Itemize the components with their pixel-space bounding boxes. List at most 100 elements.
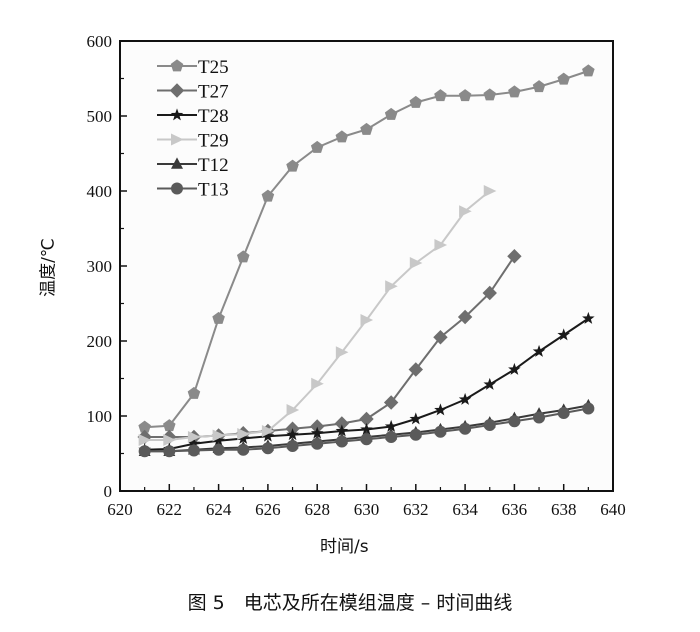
data-point xyxy=(236,431,250,444)
series-T29 xyxy=(138,185,497,446)
data-point xyxy=(508,415,521,428)
data-point xyxy=(434,425,447,438)
x-tick-label: 624 xyxy=(206,500,232,519)
y-tick-label: 400 xyxy=(87,182,113,201)
data-point xyxy=(457,309,473,325)
data-point xyxy=(335,424,349,437)
x-tick-label: 634 xyxy=(452,500,478,519)
y-axis-label: 温度/℃ xyxy=(38,238,59,297)
data-point xyxy=(187,386,201,399)
data-point xyxy=(383,395,399,410)
x-axis-label: 时间/s xyxy=(320,537,369,557)
data-point xyxy=(434,239,448,251)
data-point xyxy=(360,433,373,446)
legend-label: T25 xyxy=(198,57,229,78)
y-tick-label: 300 xyxy=(87,257,113,276)
data-point xyxy=(532,344,546,357)
data-point xyxy=(163,434,176,446)
data-point xyxy=(261,429,275,442)
x-tick-label: 640 xyxy=(600,500,626,519)
data-point xyxy=(582,402,595,415)
y-tick-label: 500 xyxy=(87,107,113,126)
data-point xyxy=(311,437,324,450)
data-point xyxy=(138,434,152,446)
data-point xyxy=(236,250,250,263)
data-point xyxy=(483,88,497,101)
x-tick-label: 626 xyxy=(255,500,281,519)
data-point xyxy=(533,411,546,424)
x-tick-label: 630 xyxy=(354,500,380,519)
legend-marker xyxy=(169,83,185,98)
data-point xyxy=(409,412,423,425)
data-point xyxy=(508,362,521,375)
legend-label: T12 xyxy=(198,155,229,176)
data-point xyxy=(310,426,324,439)
x-tick-label: 638 xyxy=(551,500,577,519)
x-tick-label: 636 xyxy=(502,500,528,519)
data-point xyxy=(261,442,274,455)
data-point xyxy=(286,159,299,172)
data-point xyxy=(483,419,496,431)
data-point xyxy=(384,419,398,432)
data-point xyxy=(335,130,349,143)
legend-marker xyxy=(170,59,184,72)
data-point xyxy=(138,420,151,433)
legend-label: T27 xyxy=(198,82,229,103)
data-point xyxy=(557,328,570,341)
data-point xyxy=(335,346,349,359)
data-point xyxy=(163,419,176,432)
data-point xyxy=(459,205,472,218)
legend-marker xyxy=(170,108,184,121)
data-point xyxy=(360,422,373,435)
data-point xyxy=(557,72,570,85)
data-point xyxy=(359,411,374,427)
data-point xyxy=(237,443,250,456)
data-point xyxy=(459,422,472,435)
data-point xyxy=(482,285,497,301)
series-T25 xyxy=(138,64,595,433)
data-point xyxy=(507,249,522,264)
data-point xyxy=(311,377,324,390)
data-point xyxy=(286,440,299,452)
data-point xyxy=(409,428,422,441)
data-point xyxy=(458,392,472,405)
data-point xyxy=(187,437,201,450)
legend-item: T12 xyxy=(157,155,229,176)
x-tick-label: 628 xyxy=(304,500,330,519)
data-point xyxy=(138,445,151,458)
x-tick-label: 632 xyxy=(403,500,429,519)
y-tick-label: 100 xyxy=(87,407,113,426)
legend-item: T27 xyxy=(157,82,229,103)
data-point xyxy=(237,428,250,440)
legend-marker xyxy=(171,133,184,146)
data-point xyxy=(163,445,176,458)
data-point xyxy=(212,311,225,324)
legend-item: T25 xyxy=(157,57,229,78)
data-point xyxy=(334,416,350,431)
data-point xyxy=(212,443,225,456)
data-point xyxy=(360,122,373,135)
data-point xyxy=(360,314,374,326)
x-tick-label: 622 xyxy=(157,500,183,519)
data-point xyxy=(310,419,325,434)
series-T13 xyxy=(138,402,595,458)
figure-caption: 图 5 电芯及所在模组温度 – 时间曲线 xyxy=(187,592,513,614)
data-point xyxy=(483,185,497,197)
data-point xyxy=(532,80,546,93)
legend-label: T28 xyxy=(198,106,229,127)
data-point xyxy=(434,403,447,416)
legend-marker xyxy=(171,157,183,169)
x-tick-label: 620 xyxy=(107,500,133,519)
y-tick-label: 600 xyxy=(87,32,113,51)
data-point xyxy=(286,404,300,416)
data-point xyxy=(458,89,472,102)
data-point xyxy=(335,435,348,448)
data-point xyxy=(212,429,226,442)
data-point xyxy=(310,140,324,153)
legend-label: T13 xyxy=(198,180,229,201)
data-point xyxy=(508,85,521,98)
data-point xyxy=(483,377,497,390)
data-point xyxy=(187,431,201,443)
